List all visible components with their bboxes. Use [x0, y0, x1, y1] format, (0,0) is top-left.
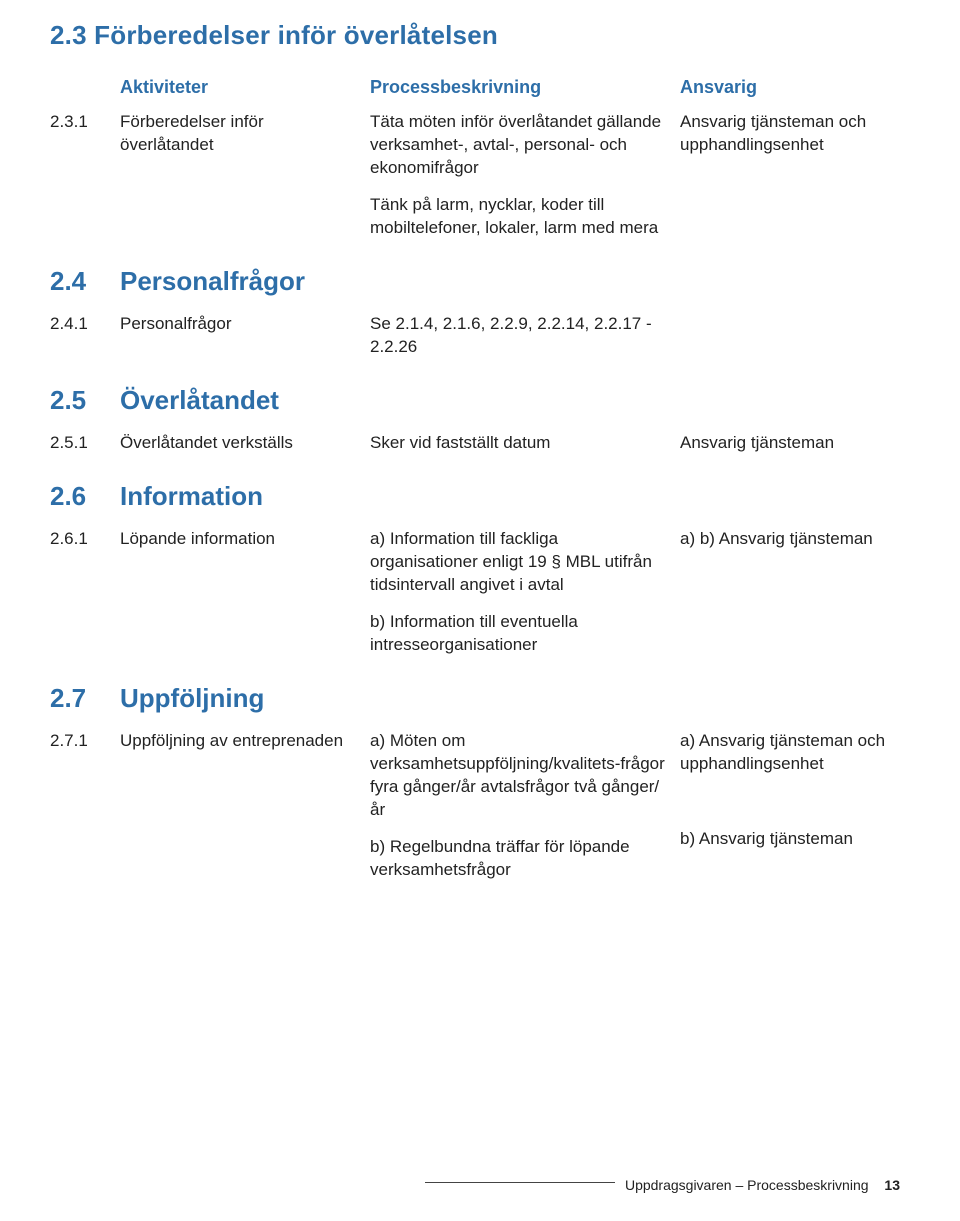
section-27: 2.7 Uppföljning [50, 663, 900, 724]
cell-process: Se 2.1.4, 2.1.6, 2.2.9, 2.2.14, 2.2.17 -… [370, 307, 680, 365]
row-241: 2.4.1 Personalfrågor Se 2.1.4, 2.1.6, 2.… [50, 307, 900, 365]
row-271: 2.7.1 Uppföljning av entreprenaden a) Mö… [50, 724, 900, 888]
cell-num: 2.7.1 [50, 724, 120, 888]
page-title: 2.3 Förberedelser inför överlåtelsen [50, 20, 900, 51]
footer-text: Uppdragsgivaren – Processbeskrivning [625, 1177, 869, 1193]
cell-process: a) Information till fackliga organisatio… [370, 522, 680, 663]
cell-process: Sker vid fastställt datum [370, 426, 680, 461]
cell-activity: Löpande information [120, 522, 370, 663]
section-title: Uppföljning [120, 663, 900, 724]
header-activities: Aktiviteter [120, 69, 370, 105]
table-header-row: Aktiviteter Processbeskrivning Ansvarig [50, 69, 900, 105]
section-num: 2.6 [50, 461, 120, 522]
footer-rule [425, 1182, 615, 1183]
page-footer: Uppdragsgivaren – Processbeskrivning 13 [425, 1177, 900, 1193]
process-a: a) Information till fackliga organisatio… [370, 529, 652, 594]
footer-page-number: 13 [884, 1177, 900, 1193]
row-251: 2.5.1 Överlåtandet verkställs Sker vid f… [50, 426, 900, 461]
cell-responsible: a) Ansvarig tjänsteman och upphandlingse… [680, 724, 900, 888]
header-responsible: Ansvarig [680, 69, 900, 105]
cell-process: Täta möten inför överlåtandet gällande v… [370, 105, 680, 246]
responsible-a: a) Ansvarig tjänsteman och upphandlingse… [680, 731, 885, 773]
section-num: 2.5 [50, 365, 120, 426]
cell-responsible: Ansvarig tjänsteman och upphandlingsenhe… [680, 105, 900, 246]
section-num: 2.7 [50, 663, 120, 724]
cell-activity: Överlåtandet verkställs [120, 426, 370, 461]
row-231: 2.3.1 Förberedelser inför överlåtandet T… [50, 105, 900, 246]
process-b: b) Information till eventuella intresseo… [370, 611, 670, 657]
content-table: Aktiviteter Processbeskrivning Ansvarig … [50, 69, 900, 887]
cell-num: 2.5.1 [50, 426, 120, 461]
responsible-b: b) Ansvarig tjänsteman [680, 828, 890, 851]
row-261: 2.6.1 Löpande information a) Information… [50, 522, 900, 663]
process-b: b) Regelbundna träffar för löpande verks… [370, 836, 670, 882]
cell-activity: Uppföljning av entreprenaden [120, 724, 370, 888]
cell-num: 2.6.1 [50, 522, 120, 663]
process-a: a) Möten om verksamhetsuppföljning/kvali… [370, 731, 665, 819]
process-a: Täta möten inför överlåtandet gällande v… [370, 112, 661, 177]
cell-activity: Förberedelser inför överlåtandet [120, 105, 370, 246]
cell-process: a) Möten om verksamhetsuppföljning/kvali… [370, 724, 680, 888]
cell-responsible: a) b) Ansvarig tjänsteman [680, 522, 900, 663]
cell-num: 2.4.1 [50, 307, 120, 365]
section-26: 2.6 Information [50, 461, 900, 522]
section-title: Information [120, 461, 900, 522]
section-24: 2.4 Personalfrågor [50, 246, 900, 307]
section-num: 2.4 [50, 246, 120, 307]
section-title: Överlåtandet [120, 365, 900, 426]
cell-activity: Personalfrågor [120, 307, 370, 365]
section-25: 2.5 Överlåtandet [50, 365, 900, 426]
process-b: Tänk på larm, nycklar, koder till mobilt… [370, 194, 670, 240]
header-process: Processbeskrivning [370, 69, 680, 105]
section-title: Personalfrågor [120, 246, 900, 307]
cell-responsible: Ansvarig tjänsteman [680, 426, 900, 461]
cell-num: 2.3.1 [50, 105, 120, 246]
